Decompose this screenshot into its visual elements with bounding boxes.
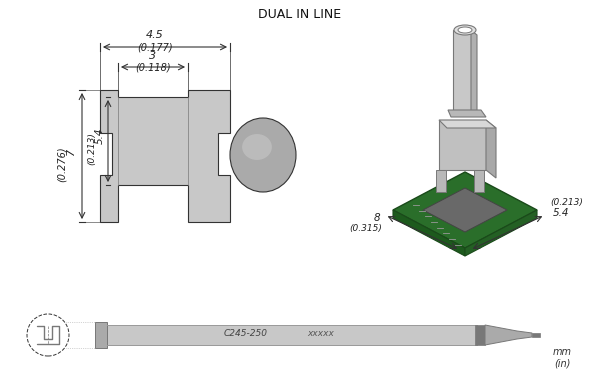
Text: 8: 8 <box>373 213 380 223</box>
Polygon shape <box>95 322 107 348</box>
Text: C245-250: C245-250 <box>223 329 267 338</box>
Text: 5.4: 5.4 <box>95 128 105 144</box>
Polygon shape <box>439 120 496 128</box>
Bar <box>107 325 477 345</box>
Ellipse shape <box>230 118 296 192</box>
Polygon shape <box>471 30 477 116</box>
Text: 4.5: 4.5 <box>146 30 164 40</box>
Polygon shape <box>393 172 537 248</box>
Text: xxxxx: xxxxx <box>307 329 334 338</box>
Polygon shape <box>532 333 540 337</box>
Text: mm
(in): mm (in) <box>553 347 571 369</box>
Text: 7: 7 <box>66 147 76 154</box>
Text: (0.118): (0.118) <box>135 62 171 72</box>
Polygon shape <box>474 170 484 192</box>
Polygon shape <box>393 210 465 256</box>
Polygon shape <box>423 188 507 232</box>
Polygon shape <box>448 110 486 117</box>
Text: 5.4: 5.4 <box>553 208 569 218</box>
Ellipse shape <box>454 25 476 35</box>
Polygon shape <box>100 90 230 222</box>
Polygon shape <box>465 210 537 256</box>
Polygon shape <box>436 170 446 192</box>
Text: (0.177): (0.177) <box>137 42 173 52</box>
Text: (0.213): (0.213) <box>550 197 583 206</box>
Polygon shape <box>453 30 471 110</box>
Text: (0.213): (0.213) <box>88 133 97 165</box>
Polygon shape <box>485 325 532 345</box>
Text: (0.315): (0.315) <box>349 223 382 232</box>
Text: (0.276): (0.276) <box>57 146 67 182</box>
Text: 3: 3 <box>149 51 157 61</box>
Polygon shape <box>486 120 496 178</box>
Polygon shape <box>475 325 485 345</box>
Ellipse shape <box>458 27 472 33</box>
Text: DUAL IN LINE: DUAL IN LINE <box>259 7 341 21</box>
Ellipse shape <box>242 134 272 160</box>
Polygon shape <box>439 120 486 170</box>
